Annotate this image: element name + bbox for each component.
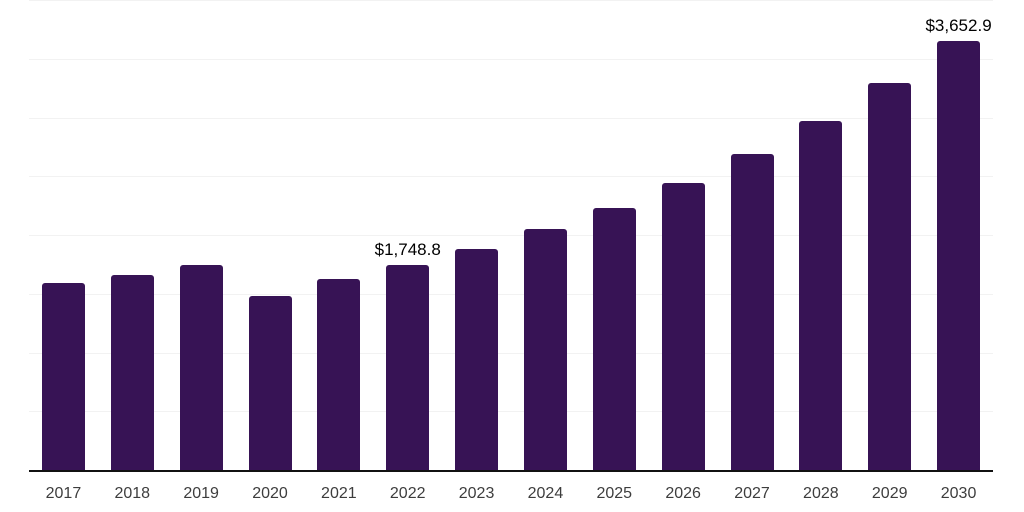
- x-tick-2018: 2018: [114, 485, 151, 502]
- x-tick-2019: 2019: [183, 485, 219, 502]
- x-axis-line: [29, 470, 993, 472]
- bar-2027: [730, 154, 774, 470]
- bar-2023: [455, 249, 499, 470]
- bar-2018: [110, 275, 154, 470]
- x-tick-2021: 2021: [321, 485, 357, 502]
- gridline-2000: [29, 235, 993, 236]
- x-tick-2017: 2017: [45, 485, 82, 502]
- bar-2026: [661, 183, 705, 470]
- bar-2021: [317, 279, 361, 470]
- gridline-500: [29, 411, 993, 413]
- gridline-3500: [29, 58, 993, 60]
- bar-2025: [592, 208, 636, 470]
- x-tick-2026: 2026: [665, 485, 701, 502]
- x-tick-2030: 2030: [940, 485, 977, 502]
- x-tick-2028: 2028: [803, 485, 839, 502]
- bar-2024: [523, 229, 567, 470]
- bar-2029: [868, 83, 912, 470]
- data-label-2030: $3,652.9: [925, 15, 992, 35]
- x-tick-2029: 2029: [871, 485, 908, 502]
- gridline-3000: [29, 117, 993, 119]
- x-tick-2023: 2023: [458, 485, 495, 502]
- data-label-2022: $1,748.8: [374, 239, 441, 259]
- x-tick-2025: 2025: [596, 485, 633, 502]
- x-tick-2024: 2024: [527, 485, 564, 502]
- bar-2022: [386, 264, 430, 470]
- bar-2020: [248, 295, 292, 470]
- bar-2019: [179, 265, 223, 470]
- gridline-1500: [29, 293, 993, 295]
- x-tick-2020: 2020: [252, 485, 288, 502]
- x-tick-2027: 2027: [734, 485, 770, 502]
- gridline-4000: [29, 0, 993, 1]
- gridline-1000: [29, 352, 993, 354]
- bar-2028: [799, 121, 843, 470]
- x-tick-2022: 2022: [389, 485, 426, 502]
- plot-area: $1,748.8 $3,652.9: [29, 0, 993, 472]
- bar-2030: [937, 40, 981, 470]
- gridline-2500: [29, 176, 993, 178]
- bar-2017: [41, 283, 85, 470]
